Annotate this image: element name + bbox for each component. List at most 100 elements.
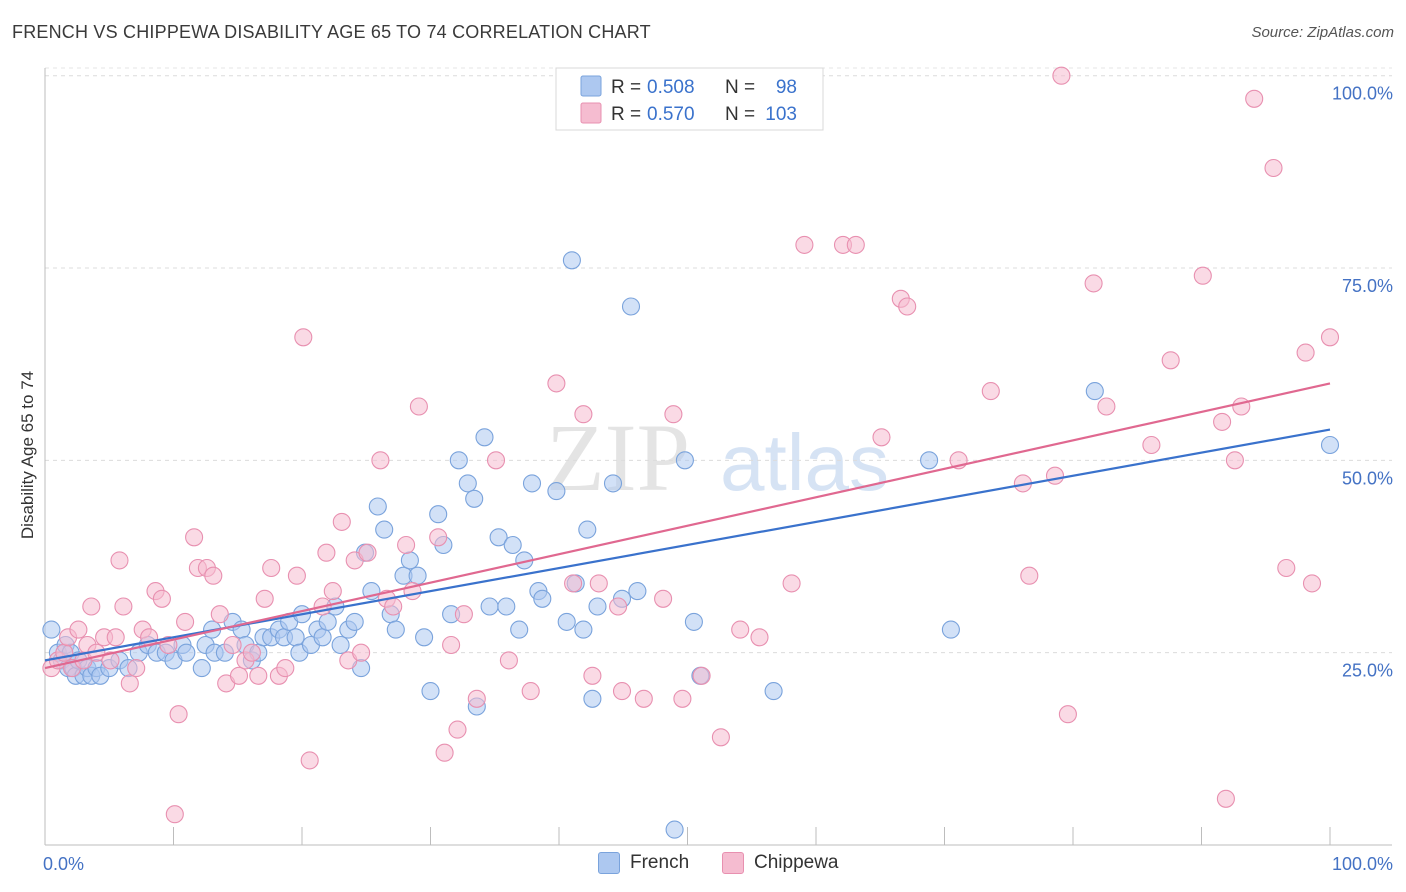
point-chippewa [352, 643, 371, 662]
point-french [621, 297, 641, 316]
point-chippewa [692, 666, 711, 685]
point-chippewa [711, 728, 730, 747]
point-chippewa [547, 374, 566, 393]
legend-r-value-french: 0.508 [647, 77, 695, 98]
point-french [465, 489, 484, 508]
point-chippewa [795, 235, 814, 254]
point-chippewa [1296, 343, 1315, 362]
axes [44, 68, 1392, 846]
point-chippewa [846, 235, 865, 254]
point-chippewa [898, 297, 917, 316]
point-chippewa [612, 682, 632, 701]
y-tick-label: 100.0% [1332, 84, 1393, 104]
point-chippewa [276, 659, 295, 678]
point-chippewa [262, 558, 281, 578]
series-chippewa-points [42, 66, 1340, 824]
point-french [318, 612, 337, 631]
legend-n-value-chippewa: 103 [765, 104, 797, 125]
point-chippewa [300, 751, 319, 770]
point-french [192, 659, 211, 678]
point-french [375, 520, 394, 539]
point-french [522, 474, 542, 493]
point-chippewa [467, 689, 486, 708]
point-french [603, 474, 623, 493]
point-chippewa [409, 397, 428, 416]
point-chippewa [589, 574, 608, 593]
point-chippewa [223, 635, 242, 655]
legend-n-value-french: 98 [776, 77, 797, 98]
point-chippewa [397, 535, 416, 555]
watermark: ZIP atlas [546, 404, 889, 511]
point-chippewa [435, 743, 454, 762]
point-chippewa [110, 551, 129, 570]
point-french [331, 635, 350, 655]
point-chippewa [1216, 789, 1235, 808]
point-french [408, 566, 427, 585]
y-axis-title: Disability Age 65 to 74 [18, 371, 37, 539]
point-chippewa [82, 597, 101, 616]
y-tick-label: 75.0% [1342, 276, 1393, 296]
point-chippewa [583, 666, 602, 685]
point-french [475, 428, 494, 447]
point-french [510, 620, 529, 639]
point-chippewa [1097, 397, 1116, 416]
point-chippewa [114, 597, 133, 616]
point-french [588, 597, 607, 616]
point-chippewa [521, 682, 540, 701]
point-chippewa [287, 566, 306, 585]
watermark-atlas: atlas [720, 418, 889, 507]
point-chippewa [152, 589, 171, 608]
point-chippewa [1058, 705, 1077, 724]
point-chippewa [384, 597, 403, 616]
point-chippewa [255, 589, 274, 608]
point-chippewa [664, 405, 683, 424]
point-french [458, 474, 477, 493]
point-french [368, 497, 387, 516]
x-tick-labels: 0.0% 100.0% [43, 854, 1393, 874]
point-chippewa [429, 528, 448, 547]
source-credit: Source: ZipAtlas.com [1251, 24, 1394, 41]
point-french [764, 682, 783, 701]
point-chippewa [1161, 351, 1180, 370]
point-chippewa [101, 651, 120, 670]
point-chippewa [1277, 558, 1296, 578]
chart-title: FRENCH VS CHIPPEWA DISABILITY AGE 65 TO … [12, 22, 651, 42]
point-chippewa [1232, 397, 1251, 416]
legend-swatch-chippewa-bottom [722, 852, 744, 874]
point-french [503, 535, 522, 555]
point-chippewa [332, 512, 351, 531]
point-french [1085, 382, 1104, 401]
point-chippewa [872, 428, 891, 447]
point-chippewa [358, 543, 377, 562]
point-french [574, 620, 593, 639]
point-chippewa [574, 405, 593, 424]
point-chippewa [981, 382, 1000, 401]
x-tick-label: 0.0% [43, 854, 84, 874]
point-chippewa [127, 659, 146, 678]
legend-item-chippewa: Chippewa [722, 852, 839, 874]
point-chippewa [294, 328, 313, 347]
point-french [497, 597, 516, 616]
point-french [415, 628, 434, 647]
point-chippewa [1045, 466, 1065, 485]
legend-label-chippewa: Chippewa [754, 852, 839, 873]
gridlines [45, 67, 1392, 654]
point-french [480, 597, 499, 616]
point-chippewa [69, 620, 88, 639]
legend-swatch-french [580, 75, 602, 97]
point-chippewa [448, 720, 467, 739]
point-chippewa [1020, 566, 1039, 585]
legend-r-label-chippewa: R = [611, 104, 641, 125]
point-french [578, 520, 597, 539]
point-chippewa [242, 643, 261, 662]
legend-n-label-french: N = [725, 77, 755, 98]
point-chippewa [782, 574, 801, 593]
point-french [684, 612, 703, 631]
point-chippewa [1264, 158, 1283, 178]
y-tick-label: 25.0% [1342, 661, 1393, 681]
point-french [286, 628, 305, 647]
point-french [177, 643, 196, 662]
point-chippewa [454, 605, 473, 624]
point-chippewa [654, 589, 673, 608]
